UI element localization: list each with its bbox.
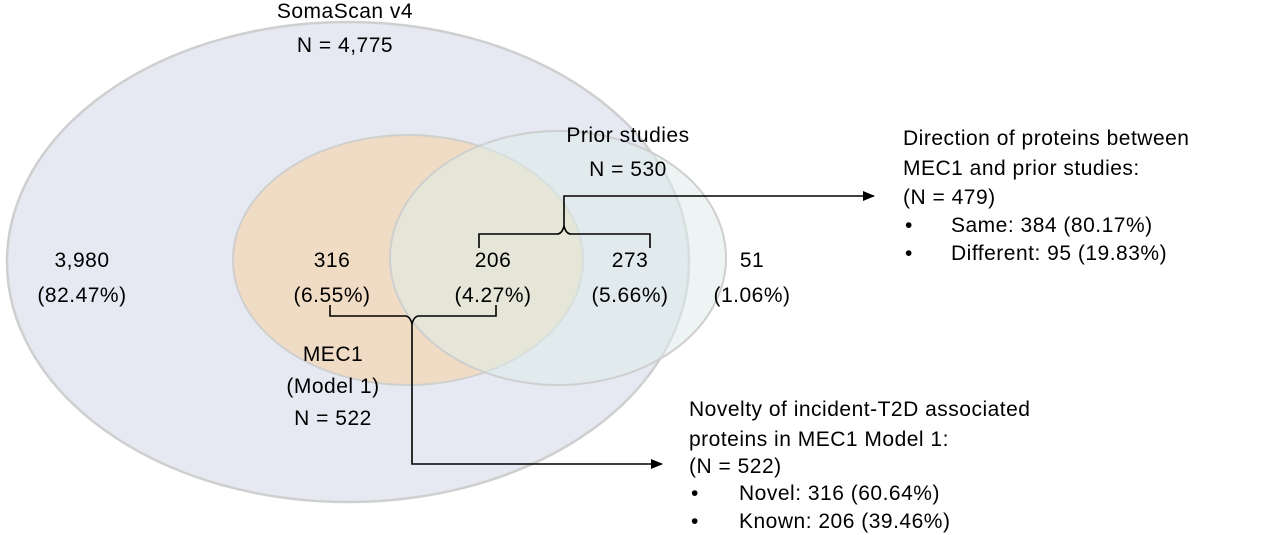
direction-heading-line1: Direction of proteins between <box>903 127 1190 150</box>
region-mec1-only-count: 316 <box>314 249 351 272</box>
mec1-model: (Model 1) <box>286 375 379 398</box>
direction-n: (N = 479) <box>903 186 996 209</box>
direction-annotation: Direction of proteins between MEC1 and p… <box>903 127 1190 265</box>
region-somascan-only-pct: (82.47%) <box>37 284 126 307</box>
bullet: • <box>691 482 699 505</box>
direction-item-different: Different: 95 (19.83%) <box>951 242 1167 265</box>
novelty-annotation: Novelty of incident-T2D associated prote… <box>689 398 1031 533</box>
region-somascan-only-count: 3,980 <box>54 249 109 272</box>
bullet: • <box>905 214 913 237</box>
prior-title: Prior studies <box>566 124 689 147</box>
direction-heading-line2: MEC1 and prior studies: <box>903 157 1140 180</box>
mec1-title: MEC1 <box>303 343 363 366</box>
region-overlap-pct: (4.27%) <box>454 284 531 307</box>
novelty-item-known: Known: 206 (39.46%) <box>739 510 950 533</box>
direction-arrow <box>563 191 875 226</box>
mec1-n: N = 522 <box>294 407 372 430</box>
prior-n: N = 530 <box>589 158 667 181</box>
novelty-heading-line1: Novelty of incident-T2D associated <box>689 398 1031 421</box>
region-prior-only-count: 51 <box>740 249 764 272</box>
novelty-heading-line2: proteins in MEC1 Model 1: <box>689 428 949 451</box>
prior-set-ellipse <box>389 130 727 386</box>
region-prior-in-somascan-pct: (5.66%) <box>591 284 668 307</box>
novelty-item-novel: Novel: 316 (60.64%) <box>739 482 940 505</box>
region-overlap-count: 206 <box>475 249 512 272</box>
region-mec1-only-pct: (6.55%) <box>293 284 370 307</box>
bullet: • <box>691 510 699 533</box>
novelty-arrow <box>411 324 663 469</box>
region-prior-in-somascan-count: 273 <box>612 249 649 272</box>
novelty-n: (N = 522) <box>689 455 782 478</box>
somascan-title: SomaScan v4 <box>277 0 413 23</box>
somascan-n: N = 4,775 <box>297 34 393 57</box>
direction-item-same: Same: 384 (80.17%) <box>951 214 1153 237</box>
region-prior-only-pct: (1.06%) <box>713 284 790 307</box>
bullet: • <box>905 242 913 265</box>
